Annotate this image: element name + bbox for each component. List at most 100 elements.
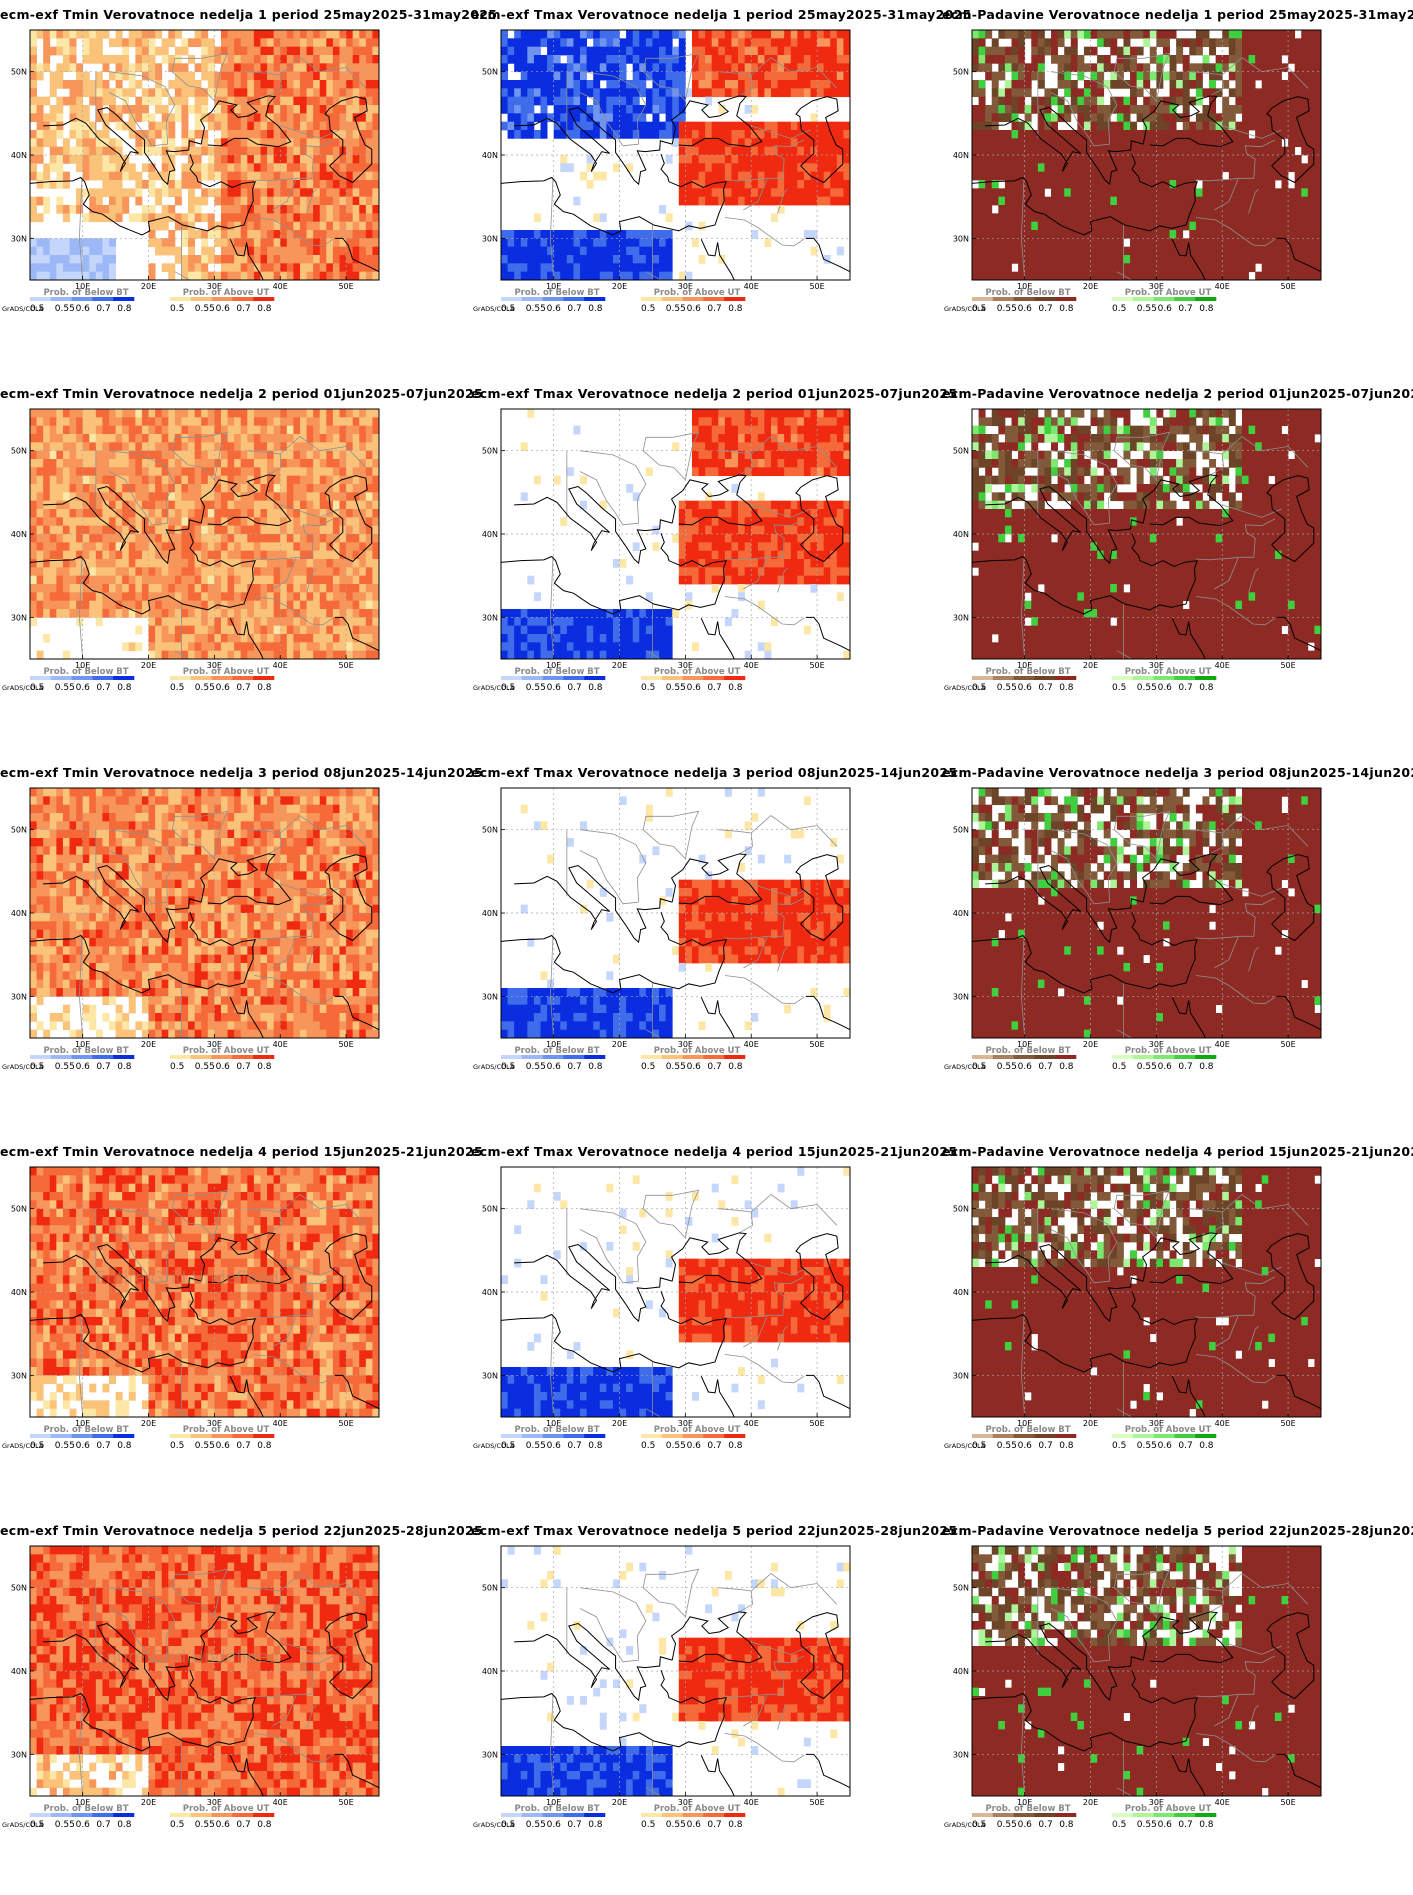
field-cell <box>1307 46 1315 56</box>
field-cell <box>36 238 44 248</box>
field-cell <box>359 442 367 452</box>
field-cell <box>1070 221 1078 231</box>
field-cell <box>109 155 117 164</box>
field-cell <box>540 121 548 131</box>
field-cell <box>128 63 136 73</box>
field-cell <box>201 425 209 435</box>
field-cell <box>62 96 70 106</box>
field-cell <box>1268 180 1276 189</box>
field-cell <box>247 80 255 89</box>
field-cell <box>36 271 44 280</box>
field-cell <box>188 492 196 502</box>
field-cell <box>1281 80 1289 89</box>
field-cell <box>1274 171 1282 181</box>
field-cell <box>1288 96 1296 106</box>
field-cell <box>174 509 182 518</box>
field-cell <box>1123 121 1131 131</box>
field-cell <box>220 113 228 123</box>
field-cell <box>1202 121 1210 131</box>
field-cell <box>102 442 110 452</box>
field-cell <box>332 442 340 452</box>
field-cell <box>299 417 307 427</box>
panel-title: ecm-exf Tmin Verovatnoce nedelja 1 perio… <box>0 7 498 22</box>
field-cell <box>678 30 686 39</box>
field-cell <box>744 121 752 131</box>
field-cell <box>313 213 321 223</box>
field-cell <box>724 188 732 198</box>
field-cell <box>1051 55 1059 64</box>
field-cell <box>645 263 653 273</box>
field-cell <box>1116 30 1124 39</box>
field-cell <box>253 459 261 468</box>
field-cell <box>365 38 373 48</box>
field-cell <box>724 130 732 139</box>
grads-credit: GrADS/COLA <box>944 305 986 313</box>
field-cell <box>234 534 242 543</box>
field-cell <box>260 417 268 427</box>
field-cell <box>1136 180 1144 189</box>
field-cell <box>1235 221 1243 231</box>
field-cell <box>1130 255 1138 264</box>
field-cell <box>36 425 44 435</box>
field-cell <box>36 442 44 452</box>
field-cell <box>207 475 215 485</box>
field-cell <box>626 238 634 248</box>
field-cell <box>43 517 51 527</box>
field-cell <box>148 542 156 552</box>
field-cell <box>122 425 130 435</box>
field-cell <box>998 213 1006 223</box>
field-cell <box>30 55 37 64</box>
coast-line <box>1266 96 1315 184</box>
field-cell <box>214 121 222 131</box>
field-cell <box>1182 180 1190 189</box>
field-cell <box>365 121 373 131</box>
field-cell <box>214 475 222 485</box>
field-cell <box>76 113 84 123</box>
field-cell <box>1169 96 1177 106</box>
field-cell <box>181 417 189 427</box>
field-cell <box>122 467 130 477</box>
field-cell <box>365 263 373 273</box>
field-cell <box>1255 38 1263 48</box>
field-cell <box>36 138 44 148</box>
field-cell <box>533 55 541 64</box>
field-cell <box>313 96 321 106</box>
field-cell <box>240 492 248 502</box>
field-cell <box>1189 138 1197 148</box>
colorbar-tick-label: 0.55 <box>997 304 1017 314</box>
field-cell <box>299 484 307 493</box>
field-cell <box>1037 96 1045 106</box>
field-cell <box>1228 105 1236 114</box>
field-cell <box>326 188 334 198</box>
field-cell <box>751 105 759 114</box>
colorbar-swatch <box>1132 297 1154 301</box>
field-cell <box>240 96 248 106</box>
field-cell <box>161 146 169 156</box>
field-cell <box>1222 80 1230 89</box>
field-cell <box>234 138 242 148</box>
field-cell <box>174 88 182 98</box>
field-cell <box>978 46 986 56</box>
field-cell <box>501 88 508 98</box>
field-cell <box>115 180 123 189</box>
field-cell <box>135 475 143 485</box>
field-cell <box>313 205 321 214</box>
field-cell <box>82 246 90 256</box>
field-cell <box>102 121 110 131</box>
field-cell <box>141 213 149 223</box>
field-cell <box>1090 171 1098 181</box>
field-cell <box>553 121 561 131</box>
field-cell <box>1169 130 1177 139</box>
field-cell <box>69 121 77 131</box>
field-cell <box>738 88 746 98</box>
field-cell <box>1004 238 1012 248</box>
field-cell <box>1103 263 1111 273</box>
field-cell <box>299 188 307 198</box>
field-cell <box>372 255 379 264</box>
field-cell <box>227 542 235 552</box>
field-cell <box>985 113 993 123</box>
field-cell <box>95 38 103 48</box>
field-cell <box>313 484 321 493</box>
field-cell <box>240 475 248 485</box>
